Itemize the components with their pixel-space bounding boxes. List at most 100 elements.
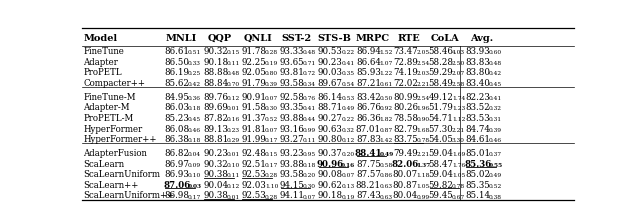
Text: 73.47: 73.47	[393, 47, 418, 56]
Text: 0.09: 0.09	[188, 162, 201, 167]
Text: 93.33: 93.33	[280, 47, 304, 56]
Text: 0.30: 0.30	[265, 106, 278, 111]
Text: 87.43: 87.43	[356, 190, 381, 200]
Text: 0.30: 0.30	[303, 183, 316, 188]
Text: 0.18: 0.18	[188, 138, 201, 143]
Text: 1.74: 1.74	[452, 95, 465, 100]
Text: 0.07: 0.07	[303, 194, 316, 199]
Text: 1.05: 1.05	[452, 173, 465, 177]
Text: 0.01: 0.01	[227, 194, 240, 199]
Text: 0.41: 0.41	[489, 95, 502, 100]
Text: 83.40: 83.40	[465, 79, 490, 87]
Text: 1.96: 1.96	[416, 106, 429, 111]
Text: 1.69: 1.69	[452, 151, 465, 156]
Text: 0.04: 0.04	[188, 151, 201, 156]
Text: Adapter: Adapter	[83, 57, 118, 66]
Text: 0.72: 0.72	[303, 71, 316, 76]
Text: 0.22: 0.22	[341, 50, 355, 55]
Text: 90.38: 90.38	[204, 169, 228, 178]
Text: 0.70: 0.70	[227, 82, 240, 87]
Text: 80.87: 80.87	[393, 180, 418, 189]
Text: Model: Model	[83, 34, 118, 43]
Text: 92.58: 92.58	[280, 92, 305, 101]
Text: 86.19: 86.19	[164, 68, 189, 77]
Text: MNLI: MNLI	[165, 34, 196, 43]
Text: 85.14: 85.14	[465, 190, 490, 200]
Text: 91.78: 91.78	[241, 47, 266, 56]
Text: 2.03: 2.03	[416, 71, 429, 76]
Text: 89.69: 89.69	[204, 103, 228, 112]
Text: 0.07: 0.07	[341, 173, 355, 177]
Text: 83.42: 83.42	[356, 92, 381, 101]
Text: 84.95: 84.95	[164, 92, 189, 101]
Text: 86.97: 86.97	[164, 159, 189, 168]
Text: 93.58: 93.58	[280, 79, 305, 87]
Text: 86.93: 86.93	[164, 169, 189, 178]
Text: 82.06: 82.06	[392, 159, 419, 168]
Text: 0.48: 0.48	[303, 50, 316, 55]
Text: 0.53: 0.53	[341, 95, 355, 100]
Text: 83.83: 83.83	[465, 57, 490, 66]
Text: 87.83: 87.83	[356, 135, 381, 143]
Text: 0.07: 0.07	[265, 95, 278, 100]
Text: 93.58: 93.58	[280, 169, 305, 178]
Text: 0.22: 0.22	[341, 117, 355, 121]
Text: 57.30: 57.30	[429, 124, 454, 133]
Text: Avg.: Avg.	[470, 34, 493, 43]
Text: 0.16: 0.16	[341, 162, 355, 167]
Text: QQP: QQP	[207, 34, 232, 43]
Text: 85.01: 85.01	[465, 148, 490, 157]
Text: 2.54: 2.54	[416, 95, 429, 100]
Text: 83.75: 83.75	[393, 135, 418, 143]
Text: 0.44: 0.44	[303, 117, 316, 121]
Text: 0.11: 0.11	[303, 138, 316, 143]
Text: 59.82: 59.82	[429, 180, 454, 189]
Text: FineTune-M: FineTune-M	[83, 92, 136, 101]
Text: 93.35: 93.35	[280, 103, 304, 112]
Text: 90.96: 90.96	[317, 159, 344, 168]
Text: Adapter-M: Adapter-M	[83, 103, 130, 112]
Text: 92.48: 92.48	[241, 148, 266, 157]
Text: 90.80: 90.80	[317, 135, 343, 143]
Text: 90.38: 90.38	[204, 190, 228, 200]
Text: 86.14: 86.14	[317, 92, 343, 101]
Text: 87.06: 87.06	[163, 180, 190, 189]
Text: 1.22: 1.22	[380, 71, 392, 76]
Text: 90.04: 90.04	[203, 180, 228, 189]
Text: 0.39: 0.39	[265, 82, 278, 87]
Text: 0.46: 0.46	[188, 127, 201, 132]
Text: 0.58: 0.58	[380, 162, 392, 167]
Text: 0.60: 0.60	[489, 50, 502, 55]
Text: 94.11: 94.11	[280, 190, 305, 200]
Text: 58.47: 58.47	[429, 159, 454, 168]
Text: 93.23: 93.23	[280, 148, 304, 157]
Text: 0.54: 0.54	[341, 82, 355, 87]
Text: 87.57: 87.57	[356, 169, 381, 178]
Text: 82.23: 82.23	[465, 92, 490, 101]
Text: Compacter++: Compacter++	[83, 79, 145, 87]
Text: 0.28: 0.28	[265, 173, 278, 177]
Text: 88.88: 88.88	[203, 68, 228, 77]
Text: 2.58: 2.58	[452, 82, 465, 87]
Text: 59.45: 59.45	[429, 190, 454, 200]
Text: FineTune: FineTune	[83, 47, 124, 56]
Text: 88.41: 88.41	[355, 148, 382, 157]
Text: 90.03: 90.03	[318, 68, 342, 77]
Text: 91.58: 91.58	[241, 103, 266, 112]
Text: SST-2: SST-2	[281, 34, 311, 43]
Text: 59.29: 59.29	[429, 68, 454, 77]
Text: 0.17: 0.17	[265, 162, 278, 167]
Text: 0.16: 0.16	[227, 117, 240, 121]
Text: 0.48: 0.48	[227, 71, 240, 76]
Text: 0.92: 0.92	[380, 106, 392, 111]
Text: 87.21: 87.21	[356, 79, 381, 87]
Text: 0.95: 0.95	[303, 151, 316, 156]
Text: 90.63: 90.63	[318, 124, 342, 133]
Text: 4.03: 4.03	[452, 50, 465, 55]
Text: 1.12: 1.12	[452, 117, 465, 121]
Text: 86.82: 86.82	[164, 148, 189, 157]
Text: HyperFormer++: HyperFormer++	[83, 135, 157, 143]
Text: 0.31: 0.31	[489, 117, 502, 121]
Text: 85.35: 85.35	[465, 180, 490, 189]
Text: 59.04: 59.04	[429, 169, 454, 178]
